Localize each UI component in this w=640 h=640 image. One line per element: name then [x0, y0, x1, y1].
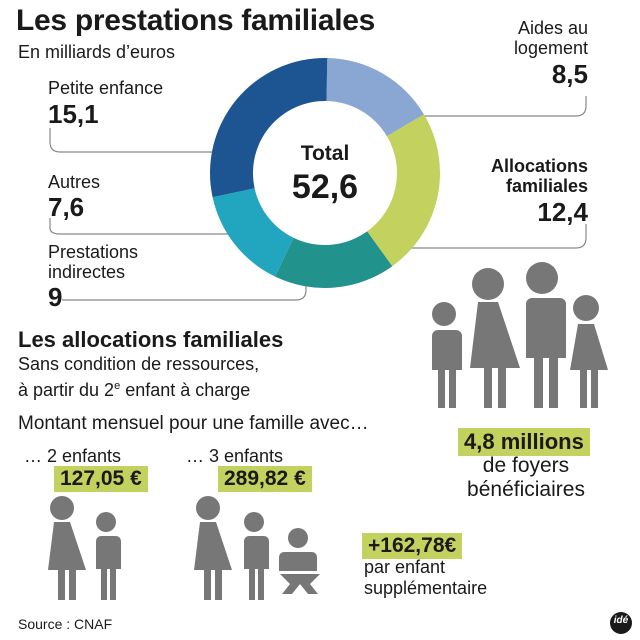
label-prestations-l1: Prestations [48, 242, 139, 262]
amount-2-enfants: 127,05 € [54, 466, 148, 492]
montant-heading: Montant mensuel pour une famille avec… [18, 413, 369, 434]
value-allocations: 12,4 [537, 197, 588, 227]
family-four-icon [432, 262, 608, 408]
label-2-enfants: … 2 enfants [24, 446, 122, 466]
leader-petite-enfance [49, 128, 220, 153]
value-prestations: 9 [48, 282, 63, 312]
chart-subtitle: En milliards d’euros [18, 42, 176, 62]
family-two-icon [48, 496, 121, 600]
leader-autres [49, 218, 245, 235]
households-value: 4,8 millions [458, 428, 590, 456]
family-three-icon [194, 496, 320, 600]
leader-aides [418, 96, 587, 117]
amount-extra: +162,78€ [362, 533, 463, 559]
value-petite-enfance: 15,1 [48, 99, 99, 129]
label-3-enfants: … 3 enfants [186, 446, 284, 466]
donut-slice-allocations-familiales [367, 114, 440, 267]
ide-logo: idé [610, 612, 632, 634]
households-line-2: bénéficiaires [467, 478, 585, 501]
section-line-1: Sans condition de ressources, [18, 354, 260, 374]
extra-line-1: par enfant [364, 557, 446, 577]
label-aides-l1: Aides au [517, 18, 588, 38]
section-title: Les allocations familiales [18, 327, 284, 352]
donut-slice-petite-enfance [210, 58, 328, 198]
label-allocations-l1: Allocations [490, 156, 588, 176]
label-prestations-l2: indirectes [48, 262, 126, 282]
amount-3-enfants: 289,82 € [218, 466, 312, 492]
value-autres: 7,6 [48, 192, 85, 222]
label-petite-enfance: Petite enfance [48, 78, 164, 98]
donut-chart: Total 52,6 [210, 58, 440, 288]
value-aides: 8,5 [551, 59, 588, 89]
donut-total-value: 52,6 [292, 168, 358, 206]
label-aides-l2: logement [513, 38, 588, 58]
label-allocations-l2: familiales [505, 176, 588, 196]
source-note: Source : CNAF [18, 616, 113, 632]
extra-line-2: supplémentaire [364, 578, 488, 598]
section-line-2: à partir du 2e enfant à charge [18, 380, 251, 400]
label-autres: Autres [48, 172, 101, 192]
donut-center-label: Total [301, 142, 350, 165]
leader-allocations [410, 224, 587, 249]
households-line-1: de foyers [482, 454, 570, 477]
donut-slice-prestations-indirectes [274, 231, 393, 288]
chart-title: Les prestations familiales [16, 4, 376, 37]
donut-slice-autres [212, 188, 294, 277]
donut-slice-aides-au-logement [326, 58, 424, 137]
leader-prestations [62, 272, 307, 301]
